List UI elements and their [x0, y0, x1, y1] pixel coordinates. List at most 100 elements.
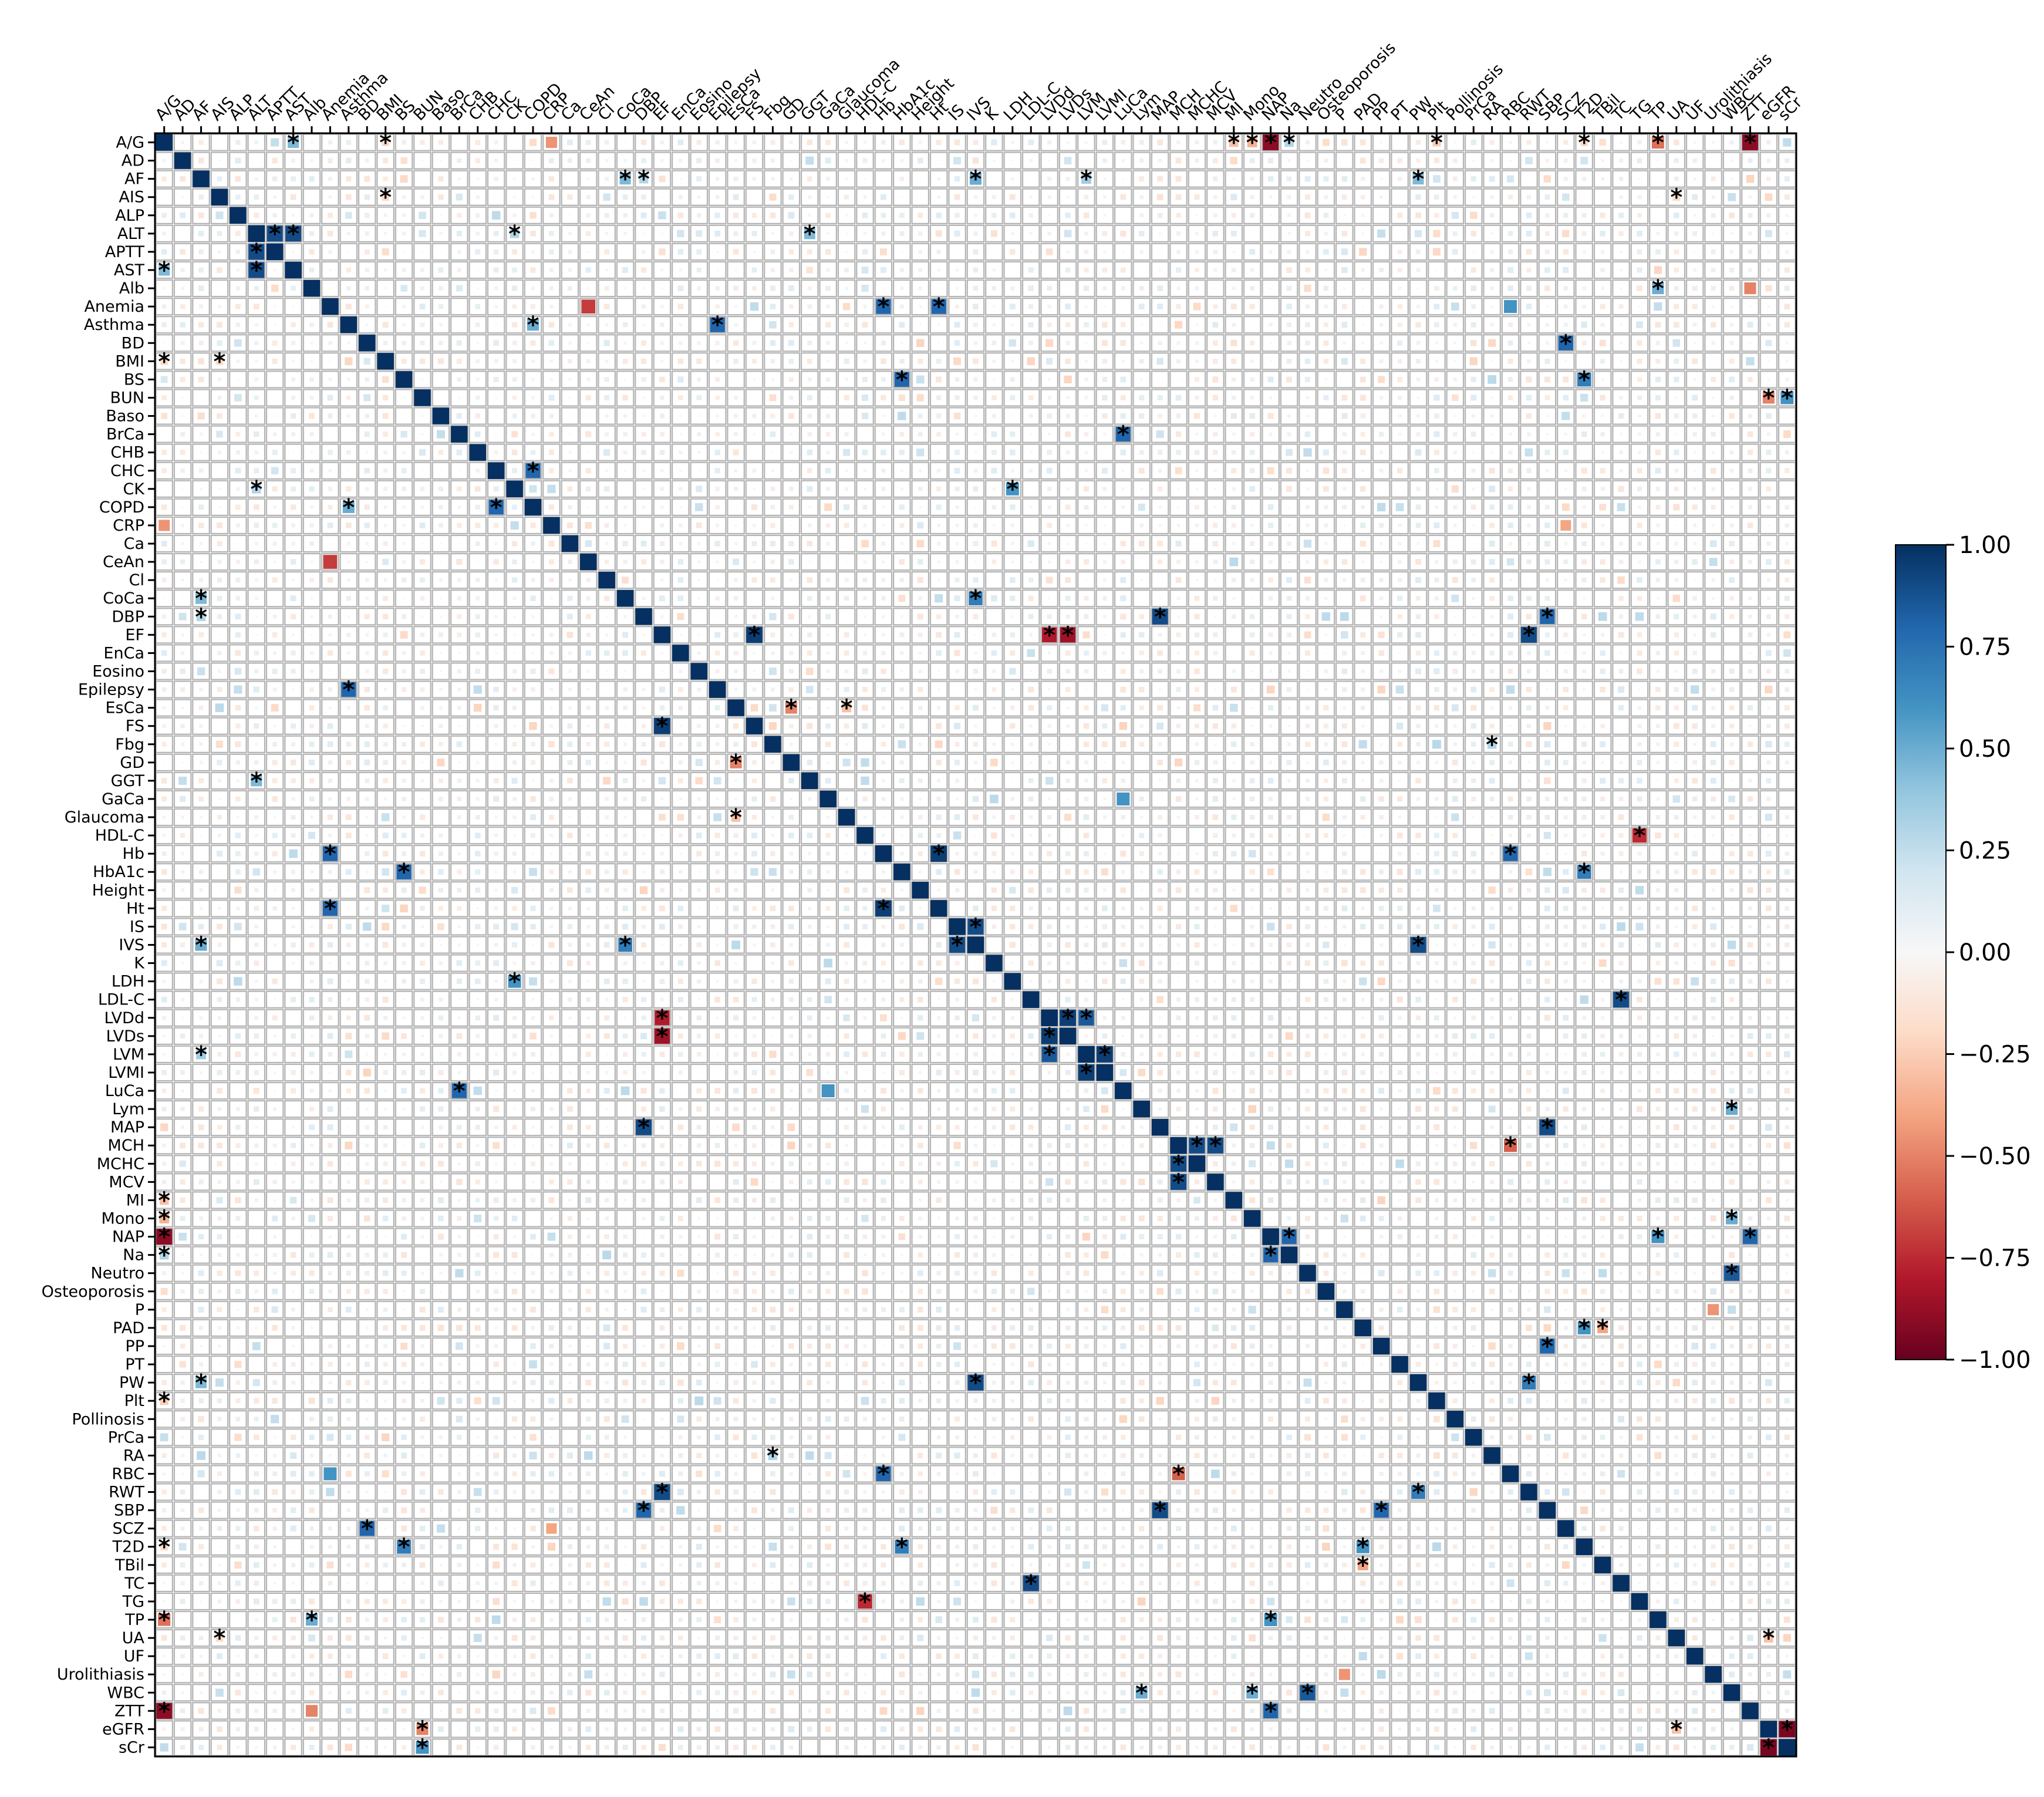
grid-cell — [949, 244, 965, 260]
grid-cell — [396, 1119, 412, 1135]
grid-cell — [635, 517, 652, 534]
grid-cell — [1502, 207, 1519, 224]
grid-cell — [986, 608, 1002, 625]
grid-cell — [396, 408, 412, 424]
grid-cell — [211, 280, 228, 296]
grid-cell — [156, 481, 173, 497]
grid-cell — [1557, 608, 1574, 625]
grid-cell — [1281, 791, 1297, 807]
grid-cell — [543, 1083, 559, 1099]
grid-cell — [1023, 171, 1039, 187]
grid-cell — [414, 171, 430, 187]
grid-cell — [1373, 481, 1389, 497]
grid-cell — [986, 773, 1002, 789]
grid-cell — [1262, 262, 1279, 278]
grid-cell — [1613, 517, 1629, 534]
grid-cell — [1226, 626, 1242, 643]
grid-cell — [1723, 626, 1740, 643]
grid-cell — [1447, 535, 1463, 552]
grid-cell — [856, 426, 873, 443]
grid-cell — [930, 918, 947, 935]
grid-cell — [949, 900, 965, 916]
grid-cell — [211, 463, 228, 479]
grid-cell — [598, 955, 615, 972]
grid-cell — [1134, 262, 1150, 278]
grid-cell — [1465, 1119, 1482, 1135]
grid-cell — [1631, 955, 1648, 972]
grid-cell — [1336, 590, 1352, 606]
grid-cell — [838, 535, 855, 552]
grid-cell — [1318, 845, 1334, 862]
grid-cell — [691, 608, 707, 625]
grid-cell — [1041, 262, 1057, 278]
grid-cell — [1152, 572, 1168, 588]
grid-cell — [340, 845, 357, 862]
grid-cell — [1115, 517, 1131, 534]
grid-cell — [1742, 1119, 1758, 1135]
grid-cell — [783, 590, 800, 606]
grid-cell — [470, 1064, 486, 1081]
grid-cell — [1023, 481, 1039, 497]
grid-cell — [1097, 682, 1113, 698]
grid-cell — [1281, 864, 1297, 880]
grid-cell — [746, 955, 763, 972]
grid-cell — [488, 189, 504, 205]
grid-cell — [1226, 864, 1242, 880]
grid-cell — [1705, 353, 1721, 369]
grid-cell — [1779, 992, 1795, 1008]
grid-cell — [1097, 827, 1113, 844]
grid-cell — [1428, 626, 1445, 643]
grid-cell — [267, 371, 283, 387]
grid-cell — [709, 1064, 726, 1081]
grid-cell — [1539, 1028, 1556, 1044]
grid-cell — [986, 718, 1002, 734]
grid-cell — [248, 153, 265, 169]
grid-cell — [875, 171, 892, 187]
grid-cell — [1244, 225, 1260, 242]
grid-cell — [488, 590, 504, 606]
grid-cell — [340, 426, 357, 443]
grid-cell — [1299, 1010, 1316, 1026]
grid-cell — [1502, 773, 1519, 789]
grid-cell — [1391, 481, 1408, 497]
grid-cell — [1760, 992, 1777, 1008]
grid-cell — [838, 608, 855, 625]
grid-cell — [543, 608, 559, 625]
grid-cell — [1613, 718, 1629, 734]
grid-cell — [1779, 773, 1795, 789]
grid-cell — [174, 225, 191, 242]
grid-cell — [1779, 481, 1795, 497]
grid-cell — [285, 1101, 301, 1117]
grid-cell — [617, 244, 633, 260]
grid-cell — [746, 389, 763, 406]
grid-cell — [267, 918, 283, 935]
grid-cell — [451, 298, 467, 315]
grid-cell — [986, 244, 1002, 260]
grid-cell — [1226, 645, 1242, 661]
grid-cell — [986, 171, 1002, 187]
grid-cell — [1336, 1010, 1352, 1026]
grid-cell — [451, 134, 467, 151]
grid-cell — [1723, 645, 1740, 661]
grid-cell — [433, 371, 449, 387]
grid-cell — [1134, 554, 1150, 570]
grid-cell — [986, 572, 1002, 588]
grid-cell — [1152, 371, 1168, 387]
grid-cell — [1299, 1137, 1316, 1154]
grid-cell — [783, 882, 800, 898]
grid-cell — [1262, 298, 1279, 315]
grid-cell — [1097, 444, 1113, 461]
grid-cell — [1336, 371, 1352, 387]
grid-cell — [1650, 207, 1666, 224]
grid-cell — [856, 736, 873, 753]
grid-cell — [949, 682, 965, 698]
grid-cell — [322, 426, 338, 443]
grid-cell — [1355, 845, 1371, 862]
grid-cell — [1465, 1101, 1482, 1117]
grid-cell — [1594, 189, 1611, 205]
grid-cell — [635, 663, 652, 679]
grid-cell — [1760, 1083, 1777, 1099]
grid-cell — [709, 918, 726, 935]
grid-cell — [1299, 973, 1316, 990]
